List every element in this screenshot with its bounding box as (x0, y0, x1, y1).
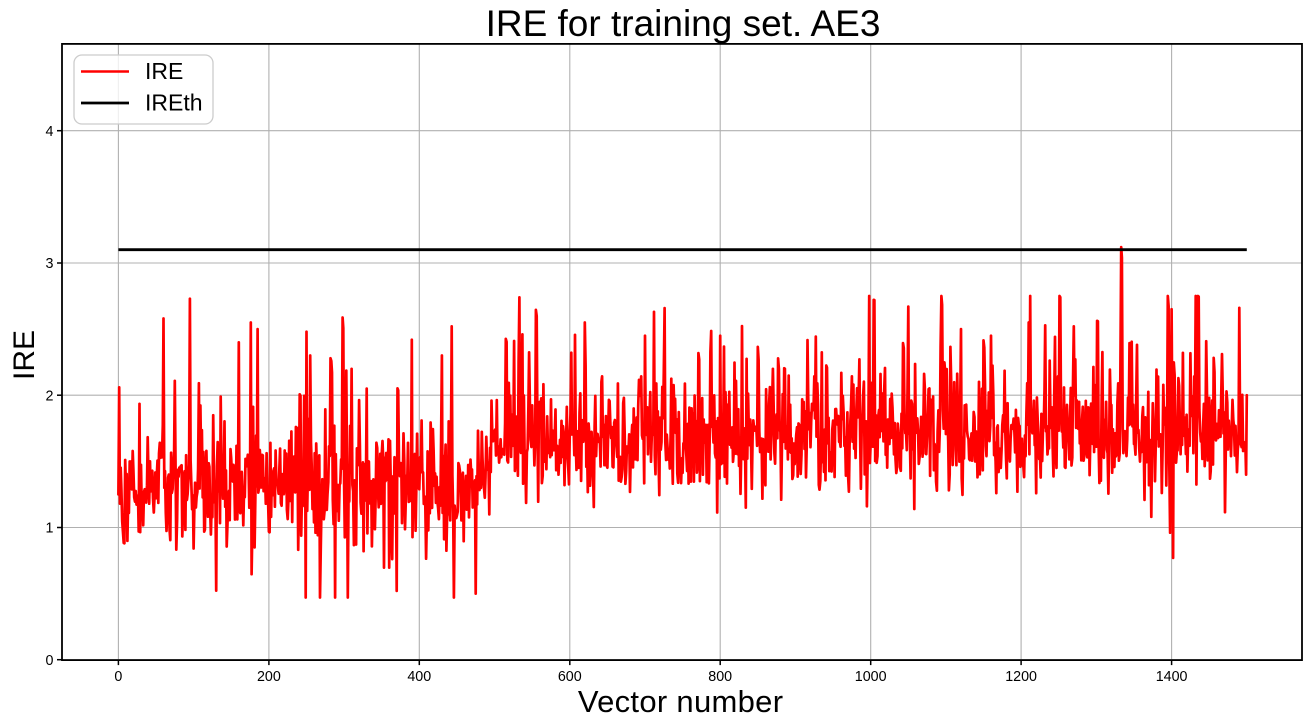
svg-text:0: 0 (46, 653, 54, 669)
svg-text:400: 400 (407, 669, 431, 685)
svg-text:1200: 1200 (1005, 669, 1037, 685)
svg-text:1000: 1000 (855, 669, 887, 685)
svg-text:IRE: IRE (145, 58, 183, 84)
svg-text:200: 200 (257, 669, 281, 685)
svg-text:Vector number: Vector number (578, 684, 784, 719)
svg-text:3: 3 (46, 256, 54, 272)
svg-text:IRE for training set. AE3: IRE for training set. AE3 (486, 3, 881, 44)
svg-text:2: 2 (46, 388, 54, 404)
svg-text:1400: 1400 (1156, 669, 1188, 685)
svg-text:IRE: IRE (8, 330, 41, 380)
svg-text:600: 600 (558, 669, 582, 685)
svg-text:0: 0 (114, 669, 122, 685)
svg-text:1: 1 (46, 521, 54, 537)
svg-text:IREth: IREth (145, 90, 203, 116)
svg-text:4: 4 (46, 124, 54, 140)
svg-text:800: 800 (708, 669, 732, 685)
